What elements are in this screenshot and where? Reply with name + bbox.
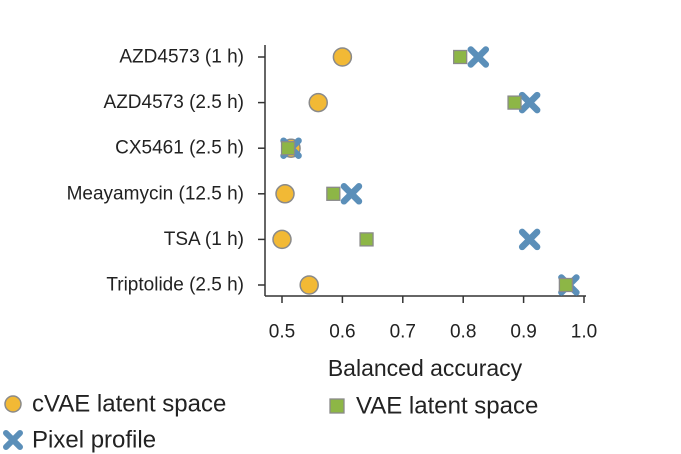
- y-tick-label: AZD4573 (2.5 h): [104, 92, 244, 113]
- x-axis-title: Balanced accuracy: [328, 355, 523, 381]
- point-cvae-latent-space: [308, 92, 328, 113]
- point-pixel-profile: [467, 46, 490, 68]
- y-tick-label: Triptolide (2.5 h): [106, 275, 244, 296]
- point-vae-latent-space: [326, 186, 341, 201]
- legend: cVAE latent space VAE latent space Pixel p…: [3, 391, 538, 454]
- point-pixel-profile: [518, 91, 541, 114]
- legend-marker-pixel-profile: [3, 430, 23, 450]
- data-points: [272, 46, 580, 296]
- y-axis-ticks: AZD4573 (1 h) AZD4573 (2.5 h) CX5461 (2.5 …: [67, 47, 265, 296]
- x-tick-label: 0.7: [390, 322, 416, 343]
- point-cvae-latent-space: [272, 229, 292, 250]
- axes: [264, 45, 586, 297]
- point-cvae-latent-space: [332, 47, 353, 67]
- x-tick-label: 0.5: [269, 322, 295, 343]
- point-vae-latent-space: [280, 141, 296, 156]
- legend-label-cvae-latent-space: cVAE latent space: [32, 391, 226, 418]
- point-vae-latent-space: [507, 95, 522, 110]
- point-vae-latent-space: [359, 232, 374, 247]
- x-tick-label: 0.6: [329, 322, 355, 343]
- point-vae-latent-space: [453, 49, 468, 65]
- y-tick-label: CX5461 (2.5 h): [115, 138, 244, 159]
- y-tick-label: AZD4573 (1 h): [119, 47, 244, 68]
- legend-label-pixel-profile: Pixel profile: [32, 427, 156, 454]
- legend-label-vae-latent-space: VAE latent space: [356, 393, 538, 420]
- legend-marker-cvae-latent-space: [4, 395, 22, 413]
- point-pixel-profile: [518, 228, 541, 251]
- x-axis-ticks: 0.5 0.6 0.7 0.8 0.9 1.0: [269, 296, 597, 343]
- x-tick-label: 1.0: [571, 322, 597, 343]
- x-tick-label: 0.9: [510, 322, 536, 343]
- point-pixel-profile: [340, 183, 363, 205]
- x-tick-label: 0.8: [450, 322, 476, 343]
- y-tick-label: Meayamycin (12.5 h): [67, 183, 244, 204]
- point-cvae-latent-space: [275, 184, 295, 204]
- point-cvae-latent-space: [299, 275, 319, 295]
- point-vae-latent-space: [558, 277, 574, 293]
- y-tick-label: TSA (1 h): [164, 229, 244, 250]
- legend-marker-vae-latent-space: [329, 398, 345, 414]
